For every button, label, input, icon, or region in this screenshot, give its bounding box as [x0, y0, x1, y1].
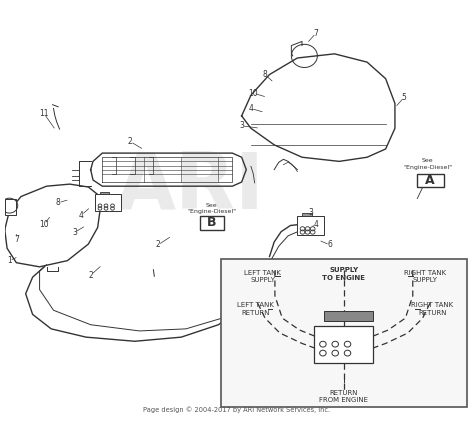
Text: 2: 2: [155, 241, 160, 249]
Text: See
"Engine-Diesel": See "Engine-Diesel": [403, 158, 452, 170]
Text: 5: 5: [402, 93, 407, 102]
Text: 4: 4: [79, 211, 84, 219]
Text: 10: 10: [248, 89, 258, 97]
Bar: [417, 174, 444, 187]
Text: 7: 7: [14, 235, 19, 243]
Text: 1: 1: [7, 256, 12, 265]
Bar: [95, 195, 121, 211]
Text: See
"Engine-Diesel": See "Engine-Diesel": [187, 203, 236, 214]
Bar: [200, 216, 224, 230]
Bar: [297, 216, 324, 235]
Text: RETURN
FROM ENGINE: RETURN FROM ENGINE: [319, 390, 368, 403]
Text: 8: 8: [56, 198, 61, 207]
Text: LEFT TANK
RETURN: LEFT TANK RETURN: [237, 303, 273, 316]
Text: 7: 7: [313, 29, 319, 38]
Bar: [221, 259, 467, 408]
Bar: [100, 192, 109, 195]
Text: B: B: [207, 216, 217, 230]
Text: RIGHT TANK
RETURN: RIGHT TANK RETURN: [411, 303, 454, 316]
Text: ARI: ARI: [116, 148, 265, 224]
Text: 3: 3: [72, 228, 77, 237]
Text: 3: 3: [239, 121, 244, 130]
Text: 2: 2: [88, 271, 93, 280]
Text: 10: 10: [39, 220, 49, 229]
Text: 4: 4: [313, 220, 319, 229]
Bar: [5, 200, 16, 215]
Text: LEFT TANK
SUPPLY: LEFT TANK SUPPLY: [244, 270, 281, 283]
Text: Page design © 2004-2017 by ARI Network Services, Inc.: Page design © 2004-2017 by ARI Network S…: [144, 406, 330, 413]
Text: 3: 3: [309, 208, 314, 217]
Bar: [324, 311, 374, 321]
Bar: [302, 213, 312, 216]
Text: SUPPLY
TO ENGINE: SUPPLY TO ENGINE: [322, 268, 365, 281]
Text: 2: 2: [128, 137, 133, 146]
Text: RIGHT TANK
SUPPLY: RIGHT TANK SUPPLY: [404, 270, 446, 283]
Text: 6: 6: [328, 241, 332, 249]
Bar: [314, 325, 374, 363]
Text: 11: 11: [39, 109, 49, 118]
Text: 8: 8: [263, 70, 267, 79]
Text: 4: 4: [248, 104, 254, 113]
Text: A: A: [426, 174, 435, 187]
